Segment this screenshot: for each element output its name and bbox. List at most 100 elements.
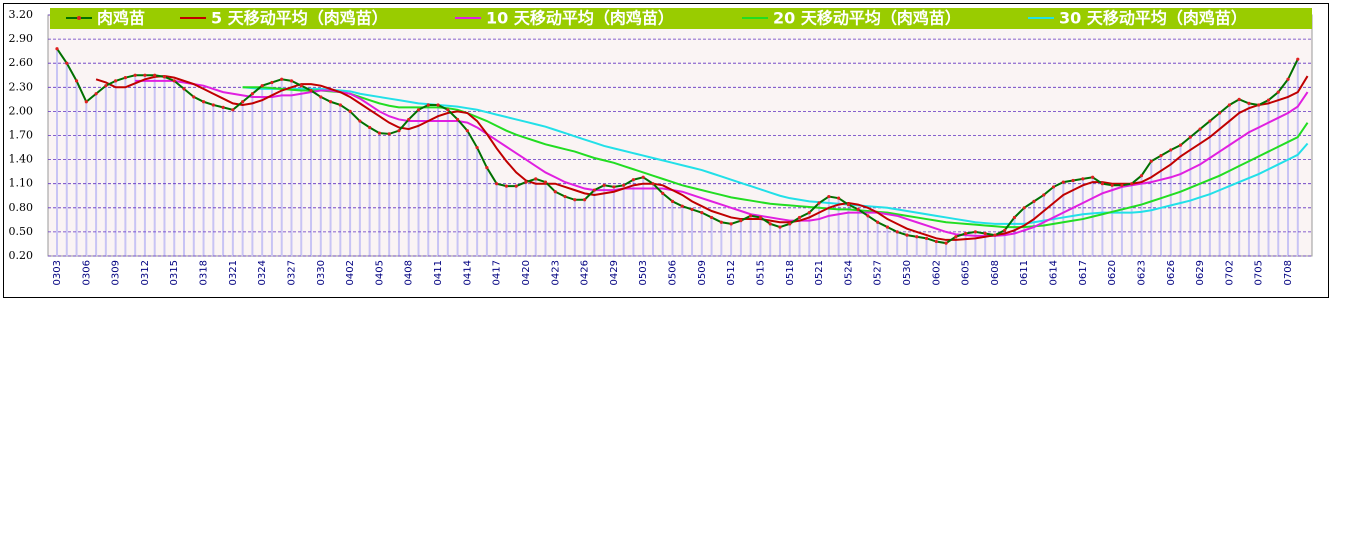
data-point [143, 73, 147, 77]
data-point [1130, 182, 1134, 186]
data-point [1276, 90, 1280, 94]
x-tick-label: 0402 [345, 260, 356, 285]
x-tick-label: 0509 [697, 260, 708, 285]
data-point [797, 215, 802, 220]
data-point [1159, 153, 1163, 158]
data-point [211, 103, 215, 107]
legend-label: 肉鸡苗 [97, 9, 145, 28]
x-tick-label: 0524 [843, 260, 854, 285]
data-point [1061, 180, 1065, 184]
data-point [670, 199, 675, 203]
x-tick-label: 0605 [961, 260, 972, 285]
y-tick-label: 2.60 [9, 56, 34, 69]
data-point [1071, 178, 1075, 183]
x-tick-label: 0623 [1136, 260, 1147, 285]
data-point [153, 73, 157, 77]
data-point [465, 129, 469, 133]
y-tick-label: 1.10 [9, 177, 34, 190]
data-point [749, 214, 753, 218]
data-point [250, 92, 254, 96]
data-point [661, 191, 665, 195]
y-tick-label: 3.20 [9, 8, 34, 21]
x-tick-label: 0629 [1195, 260, 1206, 285]
data-point [377, 131, 382, 135]
x-tick-label: 0303 [52, 260, 63, 285]
data-point [563, 194, 567, 199]
data-point [1149, 159, 1153, 163]
y-tick-label: 1.70 [9, 129, 34, 142]
x-tick-label: 0626 [1166, 260, 1177, 285]
x-tick-label: 0330 [316, 260, 327, 285]
y-tick-label: 2.30 [9, 80, 34, 93]
series-line [242, 86, 1309, 229]
data-point [192, 95, 196, 99]
data-point [924, 236, 929, 240]
data-point [416, 108, 421, 112]
y-tick-label: 1.40 [9, 153, 34, 166]
data-point [622, 183, 626, 187]
data-point [846, 202, 850, 207]
data-point [612, 185, 616, 189]
x-tick-label: 0512 [726, 260, 737, 285]
data-point [1218, 111, 1222, 115]
data-point [123, 76, 127, 80]
data-point [260, 84, 264, 88]
data-point [182, 87, 186, 91]
data-point [973, 230, 977, 234]
x-tick-label: 0620 [1107, 260, 1118, 285]
data-point [1100, 182, 1104, 186]
data-point [387, 132, 391, 136]
x-tick-label: 0429 [609, 260, 620, 285]
data-point [1012, 215, 1017, 220]
data-point [504, 184, 509, 188]
y-tick-label: 0.80 [9, 201, 34, 214]
data-point [1032, 199, 1036, 203]
data-point [768, 222, 772, 226]
data-point [719, 220, 723, 224]
plot-back [48, 14, 1312, 257]
data-point [739, 219, 743, 223]
data-point [866, 214, 870, 218]
data-point [876, 220, 880, 224]
x-tick-label: 0309 [111, 260, 122, 285]
data-point [1296, 57, 1300, 61]
x-tick-label: 0315 [169, 260, 180, 285]
data-point [543, 180, 548, 184]
data-point [338, 103, 342, 107]
data-point [993, 233, 997, 237]
data-point [1247, 101, 1251, 105]
data-point [905, 233, 909, 237]
data-point [553, 190, 557, 194]
data-point [55, 47, 59, 51]
y-tick-label: 0.20 [9, 249, 34, 262]
data-point [368, 125, 372, 130]
x-tick-label: 0318 [199, 260, 210, 285]
data-point [1266, 98, 1271, 102]
x-tick-label: 0518 [785, 260, 796, 285]
data-point [651, 182, 655, 186]
data-point [514, 184, 518, 188]
data-point [1051, 185, 1056, 189]
data-point [299, 84, 303, 88]
series-line [56, 48, 1299, 245]
data-point [94, 92, 98, 96]
data-point [817, 201, 821, 205]
data-point [1120, 183, 1124, 187]
data-point [1022, 206, 1026, 210]
data-point [700, 211, 704, 215]
data-point [807, 211, 811, 215]
data-point [690, 207, 694, 212]
data-point [397, 129, 401, 133]
y-tick-label: 2.90 [9, 32, 34, 45]
data-point [524, 180, 528, 184]
x-tick-label: 0405 [374, 260, 385, 285]
x-tick-label: 0515 [755, 260, 766, 285]
x-tick-label: 0411 [433, 260, 444, 285]
legend [50, 8, 1312, 29]
x-tick-label: 0426 [580, 260, 591, 285]
data-point [455, 117, 460, 122]
series-line [135, 79, 1309, 237]
x-tick-label: 0324 [257, 260, 268, 285]
data-point [641, 175, 645, 179]
data-point [582, 198, 587, 202]
